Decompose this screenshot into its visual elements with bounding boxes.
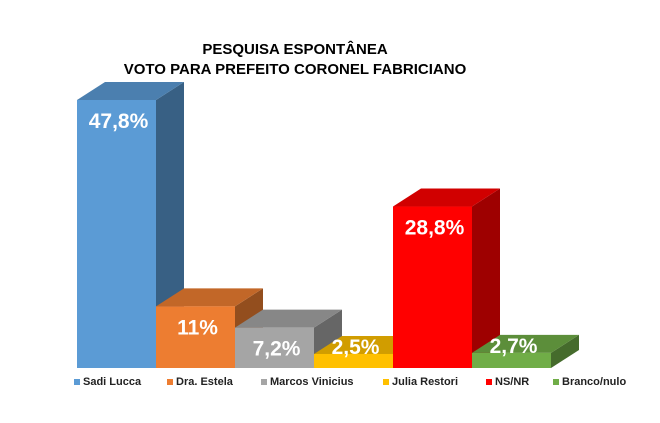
bar-front-branco-nulo (472, 352, 551, 368)
chart-title-line-1: PESQUISA ESPONTÂNEA (202, 40, 387, 58)
legend-item-ns-nr: NS/NR (486, 376, 529, 388)
legend-item-dra-estela: Dra. Estela (167, 376, 234, 388)
bar-front-ns-nr (393, 206, 472, 368)
data-label-dra-estela: 11% (177, 316, 218, 339)
bar-ns-nr (393, 188, 500, 368)
bar-top-marcos-vinicius (235, 309, 342, 328)
bar-front-sadi-lucca (77, 100, 156, 368)
legend-swatch-julia-restori (383, 379, 389, 385)
legend-label-sadi-lucca: Sadi Lucca (83, 376, 142, 388)
data-label-ns-nr: 28,8% (405, 217, 465, 240)
legend: Sadi Lucca Dra. Estela Marcos Vinicius Juli… (74, 376, 626, 388)
bar-top-branco-nulo (472, 334, 579, 353)
legend-label-julia-restori: Julia Restori (392, 376, 458, 388)
bars (77, 82, 579, 368)
data-label-julia-restori: 2,5% (332, 336, 380, 359)
chart-title: PESQUISA ESPONTÂNEA VOTO PARA PREFEITO C… (124, 40, 467, 78)
legend-label-marcos-vinicius: Marcos Vinicius (270, 376, 354, 388)
data-label-sadi-lucca: 47,8% (89, 110, 149, 133)
legend-label-ns-nr: NS/NR (495, 376, 529, 388)
bar-top-sadi-lucca (77, 82, 184, 100)
bar-front-dra-estela (156, 306, 235, 368)
legend-swatch-ns-nr (486, 379, 492, 385)
legend-swatch-marcos-vinicius (261, 379, 267, 385)
legend-label-branco-nulo: Branco/nulo (562, 376, 626, 388)
legend-label-dra-estela: Dra. Estela (176, 376, 234, 388)
legend-item-branco-nulo: Branco/nulo (553, 376, 626, 388)
bar-top-dra-estela (156, 288, 263, 307)
bar-sadi-lucca (77, 82, 184, 368)
bar-top-ns-nr (393, 188, 500, 207)
bar-front-julia-restori (314, 353, 393, 368)
bar-branco-nulo (472, 334, 579, 368)
data-labels: 47,8% 11% 7,2% 2,5% 28,8% 2,7% (89, 110, 538, 361)
bar-front-marcos-vinicius (235, 327, 314, 368)
bar-side-ns-nr (472, 188, 500, 368)
data-label-branco-nulo: 2,7% (490, 335, 538, 358)
legend-swatch-branco-nulo (553, 379, 559, 385)
bar-side-branco-nulo (551, 334, 579, 368)
chart-title-line-2: VOTO PARA PREFEITO CORONEL FABRICIANO (124, 61, 467, 78)
data-label-marcos-vinicius: 7,2% (253, 338, 301, 361)
legend-item-marcos-vinicius: Marcos Vinicius (261, 376, 354, 388)
legend-swatch-sadi-lucca (74, 379, 80, 385)
legend-item-julia-restori: Julia Restori (383, 376, 458, 388)
legend-swatch-dra-estela (167, 379, 173, 385)
legend-item-sadi-lucca: Sadi Lucca (74, 376, 142, 388)
